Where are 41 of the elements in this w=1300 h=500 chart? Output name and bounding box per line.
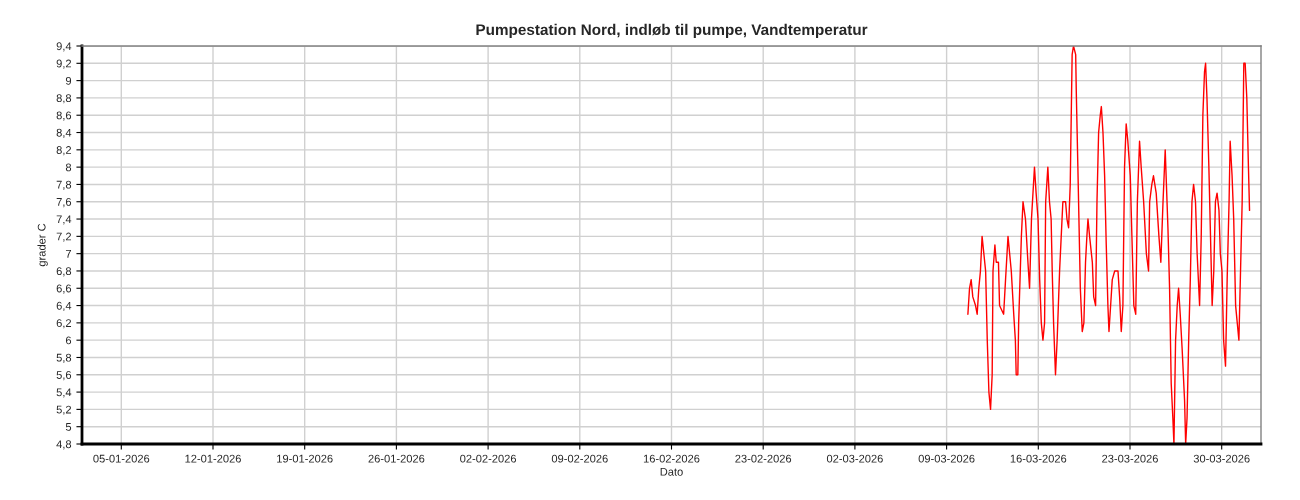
y-tick-label: 6,8 [56, 267, 72, 277]
x-tick-label: 23-02-2026 [735, 454, 792, 463]
y-tick-label: 9 [65, 76, 72, 85]
y-tick-label: 8,2 [56, 146, 72, 156]
x-axis-title: Dato [660, 467, 683, 476]
y-tick-label: 5,4 [56, 388, 72, 398]
x-tick-label: 26-01-2026 [368, 454, 425, 463]
x-tick-label: 23-03-2026 [1102, 454, 1158, 463]
x-tick-label: 09-02-2026 [551, 454, 608, 463]
y-tick-label: 6,2 [56, 319, 72, 329]
line-series [967, 46, 1251, 444]
y-tick-label: 6 [65, 336, 72, 345]
x-tick-label: 16-03-2026 [1010, 454, 1067, 463]
x-tick-label: 02-03-2026 [826, 454, 883, 463]
y-tick-label: 5,8 [56, 353, 72, 363]
y-tick-label: 7,2 [56, 232, 72, 242]
y-tick-label: 8,6 [56, 111, 72, 121]
x-tick-label: 19-01-2026 [277, 454, 333, 463]
y-tick-label: 6,6 [56, 284, 72, 294]
x-tick-label: 02-02-2026 [460, 454, 517, 463]
y-tick-label: 8 [65, 163, 72, 172]
y-tick-label: 5,2 [56, 405, 72, 415]
x-tick-label: 30-03-2026 [1193, 454, 1250, 463]
y-axis-title: grader C [37, 223, 48, 267]
y-tick-label: 5 [65, 423, 72, 431]
x-tick-label: 16-02-2026 [643, 454, 700, 463]
y-tick-label: 4,8 [56, 440, 72, 450]
x-tick-label: 12-01-2026 [185, 454, 241, 463]
y-tick-label: 8,8 [56, 94, 72, 104]
y-tick-label: 5,6 [56, 371, 72, 381]
y-tick-label: 7,4 [56, 215, 72, 225]
y-tick-label: 7,6 [56, 198, 72, 208]
x-tick-label: 09-03-2026 [918, 454, 975, 463]
y-tick-label: 6,4 [56, 301, 72, 312]
y-tick-label: 7,8 [56, 180, 72, 190]
y-tick-label: 9,2 [56, 59, 72, 69]
x-tick-label: 05-01-2026 [93, 454, 150, 463]
y-tick-label: 9,4 [56, 42, 72, 52]
y-tick-label: 8,4 [56, 128, 72, 138]
y-tick-label: 7 [65, 250, 72, 258]
chart-title: Pumpestation Nord, indløb til pumpe, Vandtemperatur [476, 23, 868, 39]
